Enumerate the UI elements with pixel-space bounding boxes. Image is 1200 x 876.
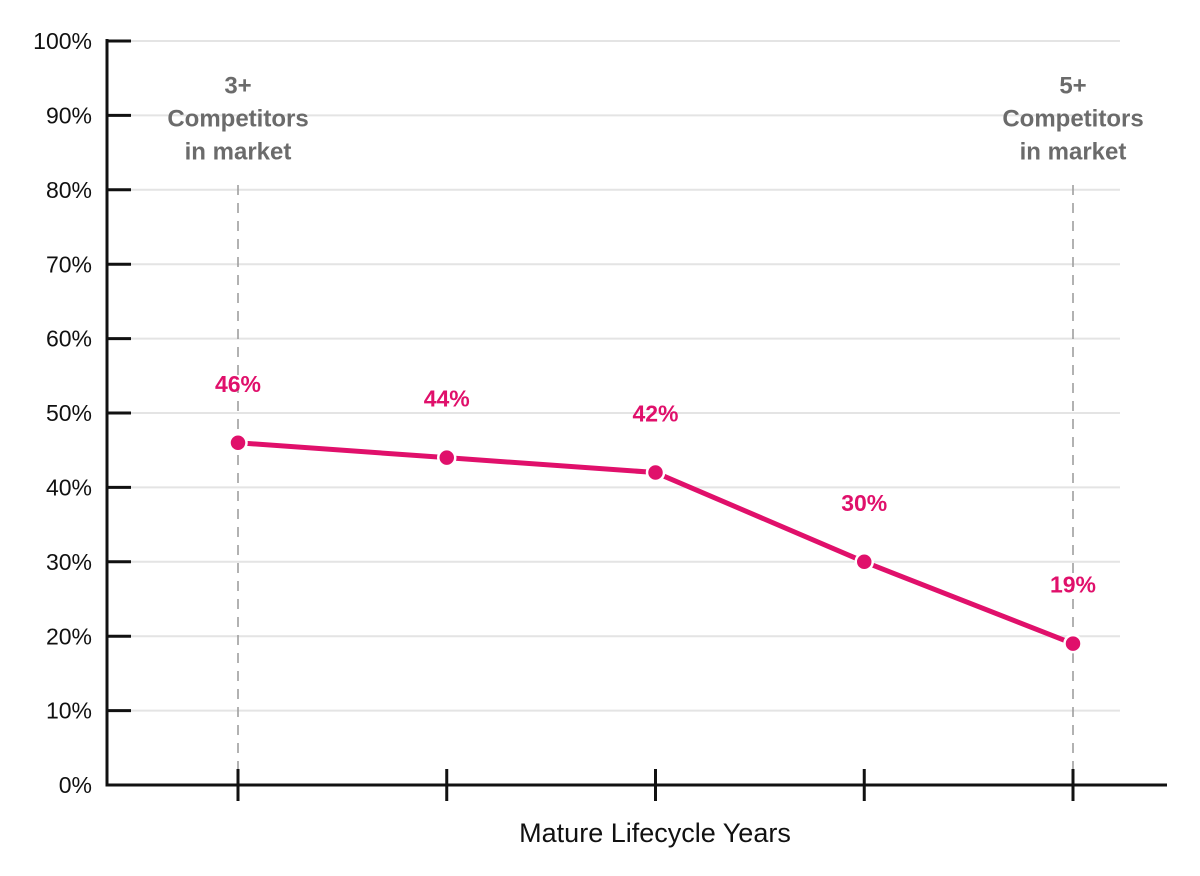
y-tick-label: 50% (46, 400, 92, 426)
value-label: 30% (841, 490, 887, 516)
point (1063, 633, 1083, 654)
y-tick-label: 90% (46, 102, 92, 128)
annotation-text: 3+ (224, 72, 251, 99)
annotation-text: Competitors (167, 105, 308, 132)
annotation-text: in market (185, 138, 292, 165)
y-tick-label: 70% (46, 251, 92, 277)
point (437, 447, 457, 468)
point (645, 462, 666, 483)
annotation-text: Competitors (1002, 105, 1143, 132)
point (228, 433, 248, 453)
annotation-text: in market (1020, 138, 1127, 165)
y-tick-label: 20% (46, 623, 92, 649)
value-label: 42% (632, 401, 678, 427)
y-tick-label: 10% (46, 698, 92, 724)
annotation-text: 5+ (1059, 72, 1086, 99)
y-tick-label: 60% (46, 326, 92, 352)
value-label: 44% (424, 386, 470, 412)
point (854, 552, 874, 572)
value-label: 19% (1050, 572, 1096, 598)
value-label: 46% (215, 371, 261, 397)
y-tick-label: 40% (46, 474, 92, 500)
y-tick-label: 80% (46, 177, 92, 203)
y-tick-label: 0% (59, 772, 92, 798)
y-tick-label: 30% (46, 549, 92, 575)
x-axis-label: Mature Lifecycle Years (519, 818, 791, 848)
y-tick-label: 100% (33, 28, 92, 54)
